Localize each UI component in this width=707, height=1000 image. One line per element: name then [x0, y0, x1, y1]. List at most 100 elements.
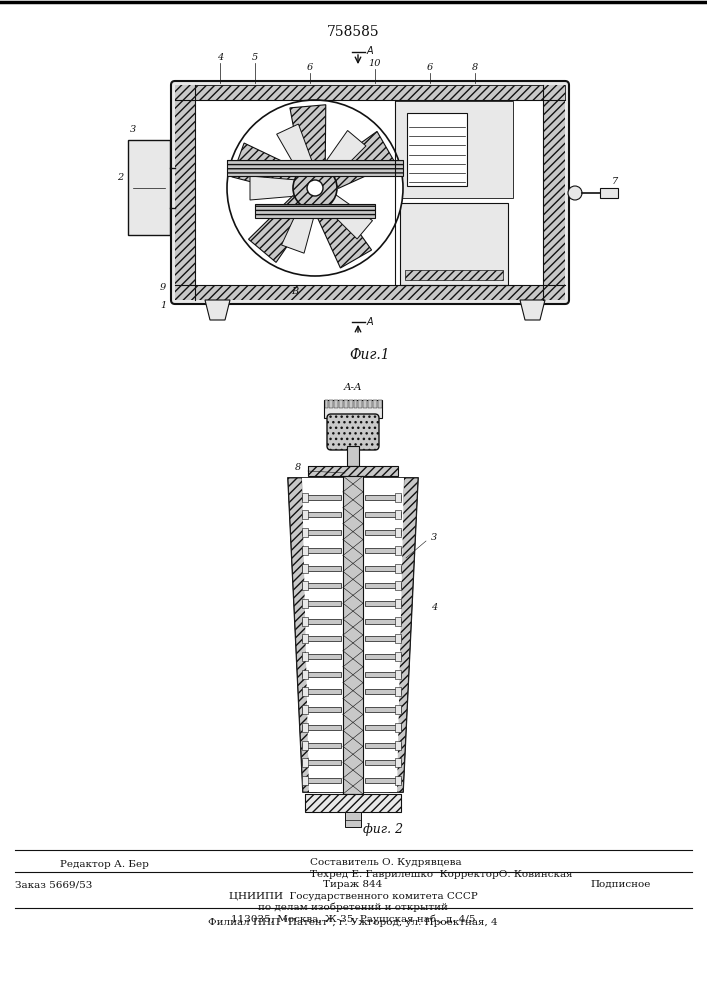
- Text: 1: 1: [160, 300, 166, 310]
- Bar: [365, 760, 401, 765]
- Bar: [175, 85, 195, 300]
- Polygon shape: [250, 176, 297, 200]
- Polygon shape: [276, 124, 315, 175]
- Bar: [302, 672, 341, 677]
- Text: 6: 6: [307, 62, 313, 72]
- Bar: [365, 495, 401, 500]
- Polygon shape: [288, 478, 317, 792]
- Bar: [302, 687, 308, 696]
- Circle shape: [227, 100, 403, 276]
- Bar: [302, 599, 308, 608]
- Polygon shape: [324, 193, 373, 239]
- Polygon shape: [281, 202, 316, 253]
- Bar: [395, 687, 401, 696]
- Bar: [175, 85, 195, 300]
- Text: A: A: [367, 46, 373, 56]
- Text: 5: 5: [252, 52, 258, 62]
- Bar: [395, 776, 401, 785]
- Bar: [363, 400, 367, 408]
- FancyBboxPatch shape: [327, 414, 379, 450]
- Text: Техред Е. Гаврилешко  КорректорО. Ковинская: Техред Е. Гаврилешко КорректорО. Ковинск…: [310, 870, 573, 879]
- Bar: [302, 776, 308, 785]
- Bar: [395, 634, 401, 643]
- Text: Составитель О. Кудрявцева: Составитель О. Кудрявцева: [310, 858, 462, 867]
- Bar: [302, 528, 308, 537]
- Bar: [302, 634, 308, 643]
- Polygon shape: [520, 300, 545, 320]
- Bar: [305, 794, 401, 812]
- Bar: [175, 85, 565, 100]
- Bar: [395, 617, 401, 626]
- Bar: [395, 670, 401, 679]
- Polygon shape: [205, 300, 230, 320]
- Bar: [302, 564, 308, 573]
- Circle shape: [307, 180, 323, 196]
- Bar: [308, 466, 398, 476]
- Bar: [395, 705, 401, 714]
- Bar: [195, 100, 543, 285]
- Text: A-A: A-A: [344, 383, 362, 392]
- Bar: [255, 204, 375, 218]
- Bar: [395, 599, 401, 608]
- Bar: [302, 670, 308, 679]
- Bar: [227, 160, 403, 176]
- Bar: [302, 583, 341, 588]
- Circle shape: [293, 166, 337, 210]
- Bar: [175, 285, 565, 300]
- Bar: [349, 400, 353, 408]
- Bar: [407, 113, 467, 186]
- Text: 10: 10: [369, 58, 381, 68]
- Polygon shape: [315, 199, 372, 268]
- Text: 8: 8: [295, 464, 301, 473]
- Bar: [302, 778, 341, 783]
- Circle shape: [568, 186, 582, 200]
- Bar: [343, 476, 363, 794]
- Bar: [302, 636, 341, 641]
- Bar: [365, 512, 401, 517]
- Polygon shape: [232, 143, 300, 192]
- Polygon shape: [302, 478, 404, 792]
- Bar: [302, 725, 341, 730]
- Bar: [302, 741, 308, 750]
- Bar: [255, 204, 375, 218]
- Bar: [302, 493, 308, 502]
- Bar: [302, 723, 308, 732]
- Bar: [302, 601, 341, 606]
- Polygon shape: [288, 478, 418, 792]
- Bar: [365, 707, 401, 712]
- Bar: [329, 400, 333, 408]
- Bar: [324, 400, 382, 418]
- Bar: [365, 548, 401, 553]
- Bar: [334, 400, 338, 408]
- Polygon shape: [290, 105, 326, 169]
- Bar: [302, 548, 341, 553]
- Bar: [365, 725, 401, 730]
- Text: 3: 3: [431, 534, 437, 542]
- Bar: [305, 794, 401, 812]
- Bar: [175, 285, 565, 300]
- Text: Подписное: Подписное: [590, 880, 650, 889]
- Bar: [302, 707, 341, 712]
- Text: 4: 4: [431, 603, 437, 612]
- Text: 113035, Москва, Ж-35, Раушская наб., д. 4/5: 113035, Москва, Ж-35, Раушская наб., д. …: [230, 914, 475, 924]
- Bar: [302, 512, 341, 517]
- Bar: [395, 528, 401, 537]
- Bar: [378, 400, 382, 408]
- Bar: [302, 510, 308, 519]
- Text: Редактор А. Бер: Редактор А. Бер: [60, 860, 149, 869]
- Bar: [600, 188, 618, 198]
- Text: 3: 3: [130, 125, 136, 134]
- Bar: [302, 743, 341, 748]
- Bar: [345, 812, 361, 827]
- Bar: [395, 493, 401, 502]
- Bar: [128, 140, 170, 235]
- Bar: [227, 160, 403, 176]
- Bar: [365, 601, 401, 606]
- Bar: [358, 400, 362, 408]
- Bar: [543, 85, 565, 300]
- Bar: [302, 546, 308, 555]
- Text: фиг. 2: фиг. 2: [363, 824, 403, 836]
- Text: A: A: [367, 317, 373, 327]
- Text: 6: 6: [427, 62, 433, 72]
- Bar: [347, 446, 359, 466]
